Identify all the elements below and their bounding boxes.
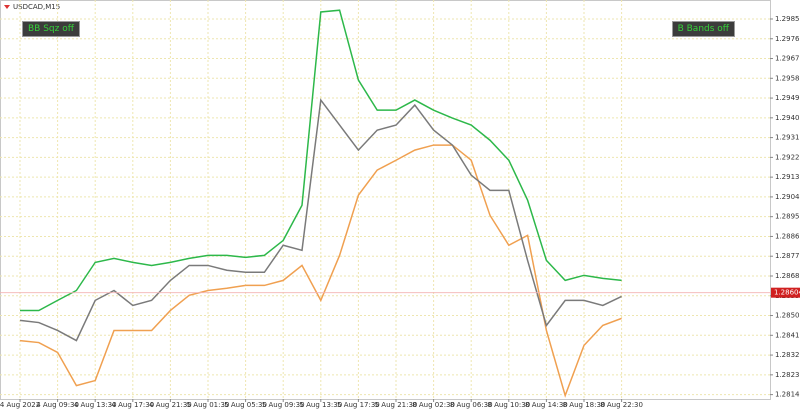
- x-tick-label: 4 Aug 09:30: [36, 401, 79, 409]
- plot-frame: [0, 0, 771, 400]
- x-tick-label: 5 Aug 21:30: [375, 401, 418, 409]
- y-tick-label: 1.28950: [775, 213, 800, 221]
- y-tick-label: 1.28140: [775, 391, 800, 399]
- x-tick-label: 8 Aug 22:30: [600, 401, 643, 409]
- y-tick-label: 1.29580: [775, 74, 800, 82]
- y-tick-label: 1.28230: [775, 371, 800, 379]
- toggle-button[interactable]: B Bands off: [671, 21, 735, 37]
- y-tick-label: 1.29220: [775, 153, 800, 161]
- x-tick-label: 4 Aug 21:30: [149, 401, 192, 409]
- y-tick-label: 1.29310: [775, 134, 800, 142]
- series-line: [19, 98, 622, 342]
- y-tick-label: 1.29400: [775, 114, 800, 122]
- x-tick-label: 5 Aug 13:30: [299, 401, 342, 409]
- x-tick-label: 4 Aug 2022: [0, 401, 40, 409]
- x-tick-label: 5 Aug 17:30: [337, 401, 380, 409]
- x-tick-label: 5 Aug 05:30: [224, 401, 267, 409]
- x-tick-label: 8 Aug 14:30: [525, 401, 568, 409]
- toggle-button[interactable]: BB Sqz off: [22, 21, 80, 37]
- x-tick-label: 4 Aug 13:30: [74, 401, 117, 409]
- x-tick-label: 8 Aug 06:30: [450, 401, 493, 409]
- y-tick-label: 1.29490: [775, 94, 800, 102]
- x-tick-label: 8 Aug 18:30: [563, 401, 606, 409]
- chart-title: USDCAD,M15: [13, 3, 60, 11]
- y-tick-label: 1.28680: [775, 272, 800, 280]
- y-tick-label: 1.29130: [775, 173, 800, 181]
- x-tick-label: 8 Aug 02:30: [412, 401, 455, 409]
- x-tick-label: 5 Aug 01:30: [187, 401, 230, 409]
- y-tick-label: 1.29040: [775, 193, 800, 201]
- x-tick-label: 4 Aug 17:30: [111, 401, 154, 409]
- menu-arrow[interactable]: [4, 5, 10, 9]
- y-tick-label: 1.28410: [775, 331, 800, 339]
- y-tick-label: 1.29850: [775, 15, 800, 23]
- series-line: [20, 9, 622, 312]
- y-tick-label: 1.28860: [775, 232, 800, 240]
- x-tick-label: 8 Aug 10:30: [487, 401, 530, 409]
- current-price-box: [771, 287, 800, 298]
- y-tick-label: 1.29670: [775, 55, 800, 63]
- y-tick-label: 1.28770: [775, 252, 800, 260]
- y-tick-label: 1.29760: [775, 35, 800, 43]
- x-tick-label: 5 Aug 09:30: [262, 401, 305, 409]
- y-tick-label: 1.28320: [775, 351, 800, 359]
- current-price-label: 1.28604: [774, 289, 800, 297]
- y-tick-label: 1.28500: [775, 312, 800, 320]
